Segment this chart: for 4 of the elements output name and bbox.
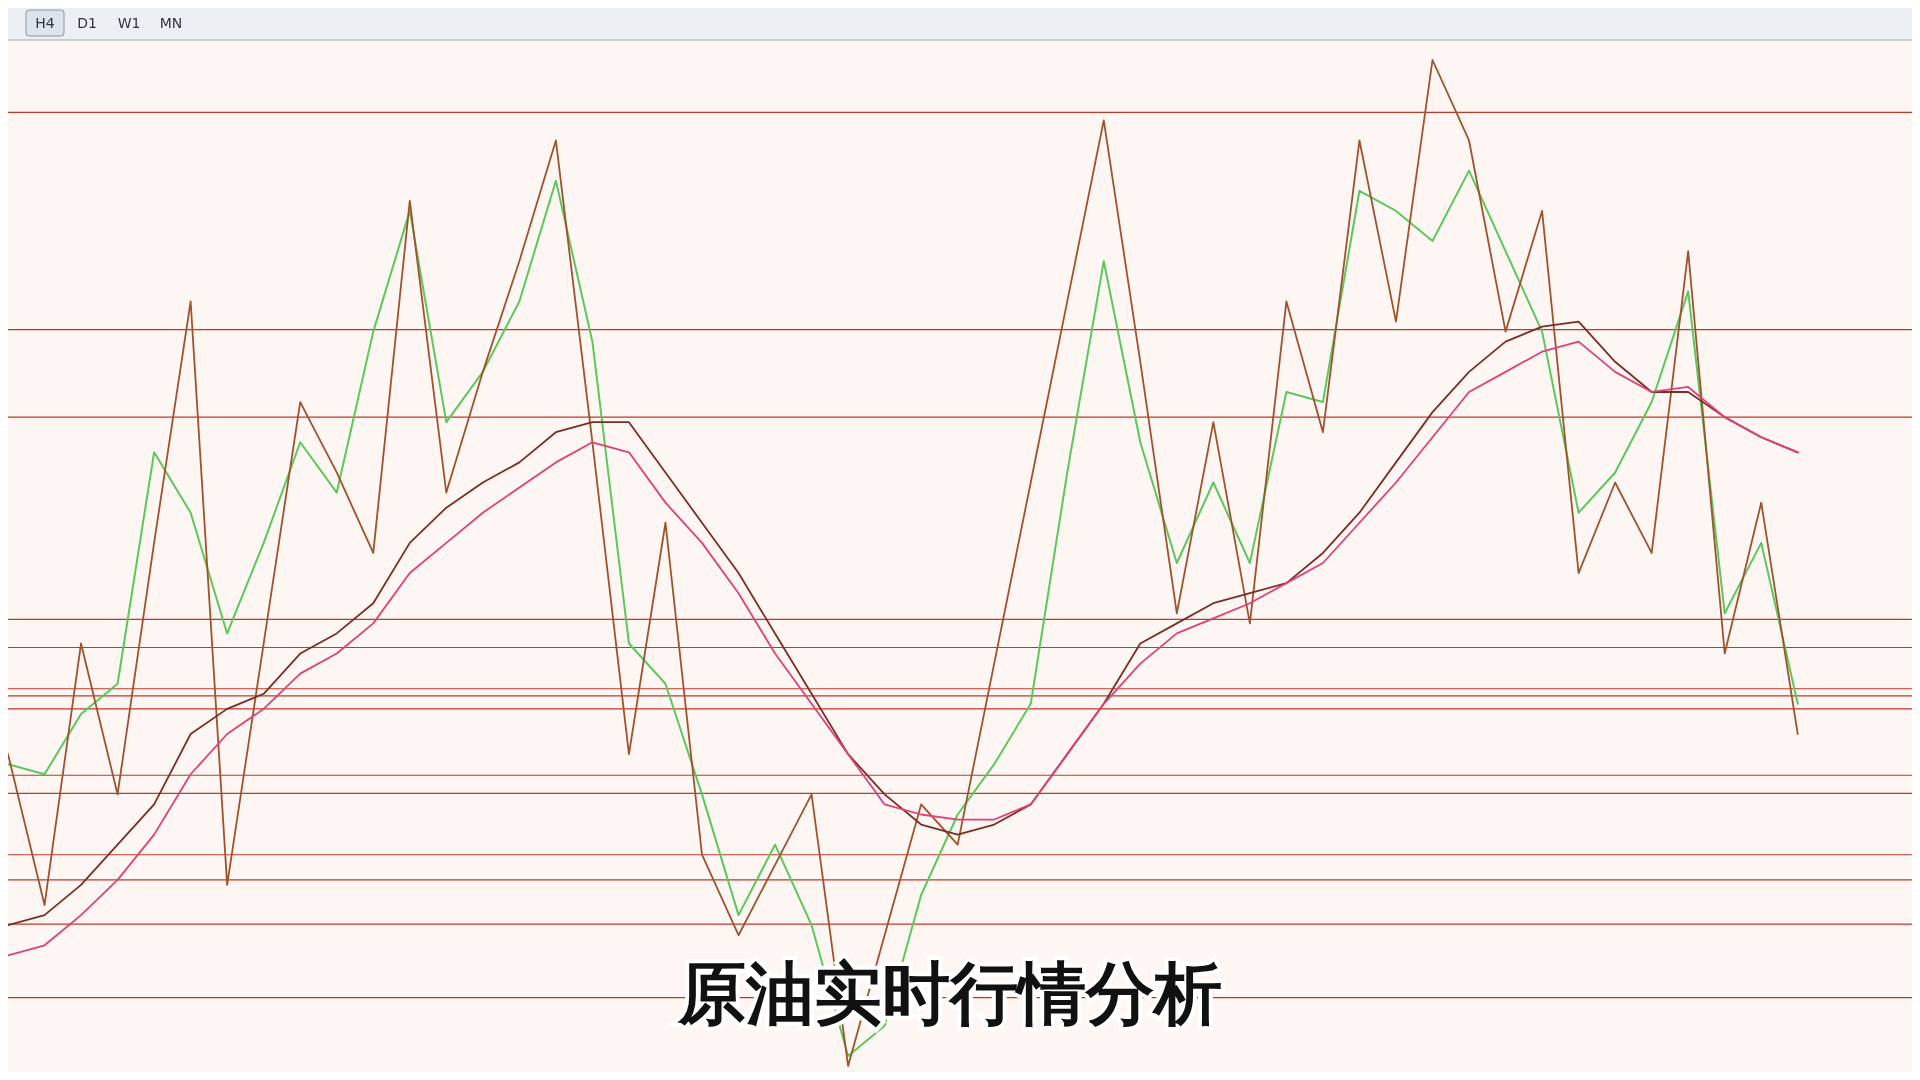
text: MN xyxy=(159,15,183,31)
text: D1 xyxy=(77,15,97,31)
text: H4 xyxy=(35,15,55,31)
text: W1 xyxy=(117,15,141,31)
